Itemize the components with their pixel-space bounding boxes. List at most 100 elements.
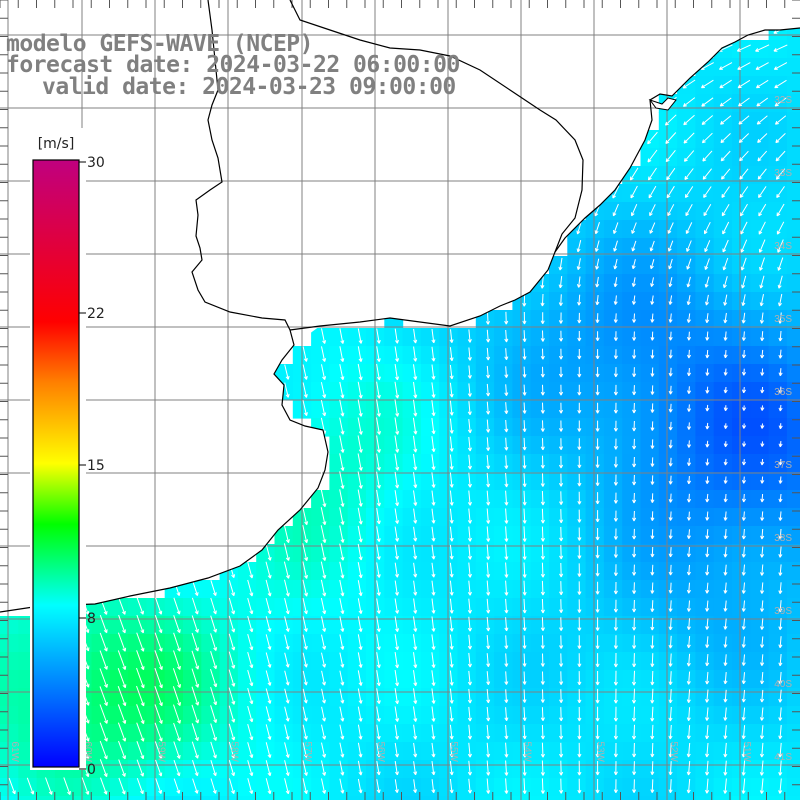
wind-cell <box>256 796 276 800</box>
wind-arrow <box>778 330 783 342</box>
wind-cell <box>640 202 660 221</box>
wind-cell <box>512 706 532 725</box>
wind-cell <box>420 400 440 419</box>
wind-cell <box>237 598 257 617</box>
wind-arrow <box>99 650 108 670</box>
wind-arrow <box>228 615 236 633</box>
wind-cell <box>658 526 678 545</box>
wind-cell <box>695 472 715 491</box>
wind-arrow <box>504 508 509 524</box>
wind-cell <box>677 508 696 527</box>
wind-arrow <box>577 349 582 360</box>
wind-cell <box>512 526 532 545</box>
wind-arrow <box>760 672 765 685</box>
wind-cell <box>640 742 660 761</box>
wind-arrow <box>595 492 600 505</box>
wind-cell <box>750 238 770 257</box>
wind-arrow <box>741 458 747 466</box>
wind-cell <box>475 706 495 725</box>
wind-arrow <box>302 778 308 795</box>
wind-arrow <box>431 706 436 722</box>
wind-cell <box>91 796 111 800</box>
wind-arrow <box>486 329 491 343</box>
wind-cell <box>530 328 550 347</box>
wind-cell <box>786 166 800 185</box>
wind-arrow <box>577 563 582 577</box>
wind-arrow <box>687 458 692 467</box>
wind-cell <box>695 652 715 671</box>
wind-arrow <box>559 526 564 542</box>
wind-cell <box>201 688 221 707</box>
wind-arrow <box>723 707 728 721</box>
wind-arrow <box>704 240 711 253</box>
wind-arrow <box>321 634 327 650</box>
wind-arrow <box>339 724 345 740</box>
wind-arrow <box>136 650 145 671</box>
wind-cell <box>677 274 696 293</box>
wind-cell <box>732 796 751 800</box>
wind-arrow <box>413 634 418 651</box>
wind-arrow <box>576 276 582 288</box>
wind-cell <box>384 346 404 365</box>
wind-cell <box>256 652 276 671</box>
wind-cell <box>274 652 294 671</box>
wind-arrow <box>687 511 692 521</box>
wind-cell <box>768 454 788 473</box>
wind-arrow <box>376 580 381 596</box>
wind-arrow <box>228 651 236 669</box>
wind-arrow <box>595 438 600 450</box>
wind-arrow <box>265 579 272 597</box>
wind-arrow <box>522 384 527 396</box>
wind-arrow <box>668 600 673 612</box>
wind-cell <box>402 796 422 800</box>
wind-cell <box>549 652 568 671</box>
wind-cell <box>311 580 330 599</box>
wind-arrow <box>449 347 454 362</box>
wind-cell <box>786 112 800 131</box>
wind-cell <box>311 508 330 527</box>
wind-arrow <box>738 115 750 125</box>
wind-cell <box>585 508 605 527</box>
wind-cell <box>439 508 459 527</box>
wind-cell <box>402 346 422 365</box>
wind-cell <box>402 526 422 545</box>
wind-arrow <box>613 581 618 595</box>
wind-cell <box>786 256 800 275</box>
longitude-label: 59W <box>155 741 166 762</box>
wind-arrow <box>357 724 363 740</box>
wind-cell <box>768 238 788 257</box>
wind-arrow <box>686 671 691 685</box>
wind-cell <box>475 454 495 473</box>
wind-cell <box>768 436 788 455</box>
wind-arrow <box>778 778 783 794</box>
wind-cell <box>750 472 770 491</box>
wind-cell <box>311 796 330 800</box>
wind-arrow <box>631 670 637 686</box>
wind-cell <box>420 634 440 653</box>
wind-arrow <box>741 760 746 776</box>
wind-cell <box>402 490 422 509</box>
wind-arrow <box>650 653 655 668</box>
wind-arrow <box>394 544 399 560</box>
wind-arrow <box>228 597 236 615</box>
wind-arrow <box>449 454 454 470</box>
wind-cell <box>567 526 587 545</box>
wind-arrow <box>265 688 272 704</box>
wind-arrow <box>413 508 418 524</box>
wind-arrow <box>741 546 746 558</box>
wind-arrow <box>540 617 545 632</box>
wind-arrow <box>191 650 200 670</box>
wind-arrow <box>540 544 545 560</box>
wind-arrow <box>136 759 144 777</box>
wind-cell <box>109 598 129 617</box>
wind-cell <box>658 436 678 455</box>
wind-arrow <box>558 455 564 469</box>
wind-arrow <box>339 453 345 471</box>
wind-cell <box>512 778 532 797</box>
wind-arrow <box>632 313 637 323</box>
wind-cell <box>768 526 788 545</box>
wind-arrow <box>394 688 400 705</box>
wind-arrow <box>320 579 327 597</box>
wind-cell <box>530 652 550 671</box>
wind-arrow <box>778 441 783 448</box>
